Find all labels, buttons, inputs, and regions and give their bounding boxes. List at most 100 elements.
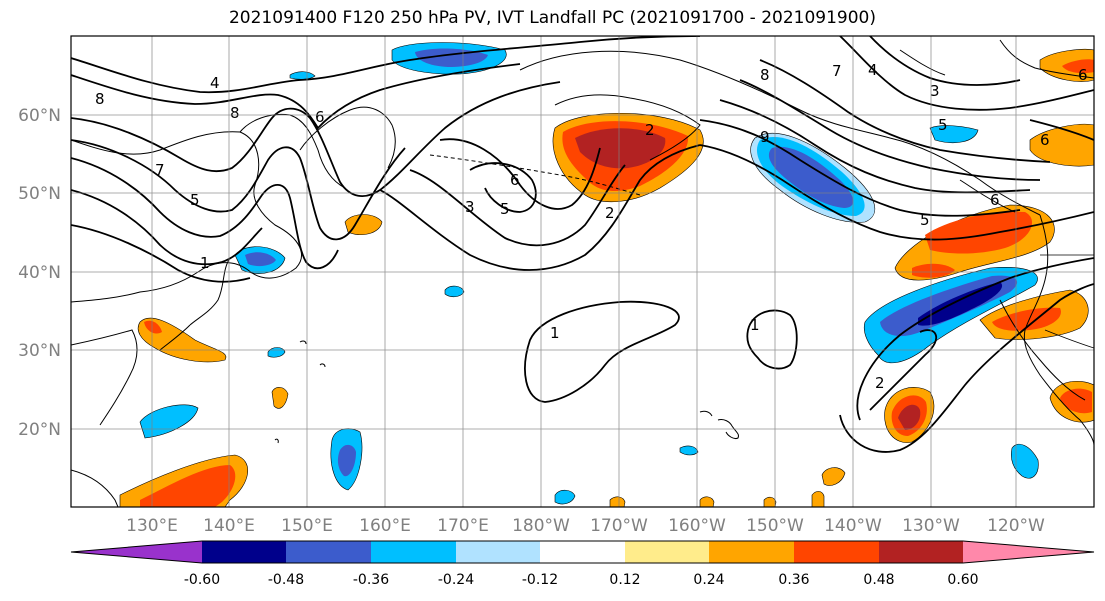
- shade-negative-west: [139, 404, 199, 439]
- contour-label: 5: [500, 200, 510, 218]
- lat-label: 50°N: [18, 184, 61, 204]
- pc-shading: [119, 42, 1094, 507]
- shade-positive-160e: [344, 214, 383, 235]
- lon-label: 130°E: [126, 516, 178, 536]
- lon-label: 150°E: [281, 516, 333, 536]
- contour-label: 6: [1078, 66, 1088, 84]
- contour-label: 6: [1040, 131, 1050, 149]
- contour-line: [71, 139, 406, 241]
- contour-label: 7: [832, 62, 842, 80]
- colorbar-label: 0.36: [778, 572, 809, 588]
- contour-line: [719, 99, 1031, 194]
- colorbar-label: 0.48: [863, 572, 894, 588]
- lat-label: 20°N: [18, 420, 61, 440]
- colorbar-segment: [625, 541, 709, 563]
- lon-label: 140°E: [203, 516, 255, 536]
- contour-label: 7: [155, 161, 165, 179]
- contour-line: [71, 36, 701, 94]
- contour-line: [839, 283, 1094, 453]
- contour-line: [524, 300, 680, 403]
- colorbar-segment: [794, 541, 879, 563]
- lon-label: 160°W: [668, 516, 726, 536]
- contour-label: 5: [190, 191, 200, 209]
- contour-line: [699, 144, 1094, 241]
- contour-line: [71, 189, 263, 266]
- colorbar-outline: [70, 540, 1095, 564]
- colorbar-label: -0.36: [353, 572, 389, 588]
- contour-line: [739, 79, 1041, 181]
- colorbar-segment: [71, 541, 202, 563]
- colorbar-segment: [286, 541, 371, 563]
- contour-line: [71, 81, 561, 197]
- contour-label: 6: [990, 191, 1000, 209]
- contour-label: 5: [938, 116, 948, 134]
- contour-line: [839, 36, 1094, 111]
- gridlines: [71, 36, 1094, 507]
- contour-label: 4: [868, 61, 878, 79]
- contour-label: 1: [550, 324, 560, 342]
- lat-label: 30°N: [18, 341, 61, 361]
- contour-label: 2: [875, 374, 885, 392]
- lon-label: 150°W: [746, 516, 804, 536]
- contour-line: [71, 63, 521, 130]
- lon-label: 140°W: [824, 516, 882, 536]
- colorbar-label: -0.12: [522, 572, 558, 588]
- colorbar-label: 0.12: [609, 572, 640, 588]
- colorbar-label: -0.48: [268, 572, 304, 588]
- colorbar-segment: [540, 541, 625, 563]
- colorbar-labels: -0.60 -0.48 -0.36 -0.24 -0.12 0.12 0.24 …: [184, 572, 979, 588]
- contour-line: [869, 329, 938, 411]
- contour-label: 1: [750, 316, 760, 334]
- colorbar-segment: [879, 541, 963, 563]
- contour-line: [1029, 119, 1094, 141]
- contour-labels: 4 8 8 6 7 5 1 3 5 6 2 2 8 7 4 3 5 6 6 5 …: [95, 61, 1088, 392]
- contour-label: 8: [95, 90, 105, 108]
- colorbar-segment: [963, 541, 1094, 563]
- contour-line: [759, 59, 1051, 163]
- lat-label: 60°N: [18, 106, 61, 126]
- contour-line: [409, 164, 626, 247]
- contour-label: 6: [510, 171, 520, 189]
- colorbar-label: -0.24: [438, 572, 474, 588]
- contour-line: [856, 257, 1094, 421]
- contour-line: [71, 224, 251, 283]
- contour-label: 2: [605, 204, 615, 222]
- contour-label: 4: [210, 74, 220, 92]
- colorbar-segments: [70, 540, 1095, 564]
- contour-label: 3: [930, 82, 940, 100]
- contour-line: [699, 119, 1021, 217]
- latitude-labels: 60°N 50°N 40°N 30°N 20°N: [18, 106, 61, 440]
- contour-line: [439, 138, 601, 210]
- map-frame: [70, 35, 1095, 508]
- contour-label: 1: [200, 254, 210, 272]
- lon-label: 170°W: [590, 516, 648, 536]
- lon-label: 160°E: [359, 516, 411, 536]
- colorbar-segment: [456, 541, 540, 563]
- contour-label: 8: [760, 66, 770, 84]
- contour-label: 6: [315, 108, 325, 126]
- colorbar: -0.60 -0.48 -0.36 -0.24 -0.12 0.12 0.24 …: [70, 540, 1095, 588]
- contour-line: [379, 144, 701, 271]
- contour-label: 3: [465, 198, 475, 216]
- colorbar-label: -0.60: [184, 572, 220, 588]
- lon-label: 180°W: [512, 516, 570, 536]
- contour-label: 2: [645, 121, 655, 139]
- contour-label: 5: [920, 211, 930, 229]
- contour-label: 9: [760, 128, 770, 146]
- colorbar-label: 0.60: [947, 572, 978, 588]
- map-title: 2021091400 F120 250 hPa PV, IVT Landfall…: [228, 8, 876, 28]
- contour-line: [469, 162, 537, 213]
- colorbar-segment: [709, 541, 794, 563]
- contour-line: [869, 36, 1021, 86]
- colorbar-segment: [202, 541, 286, 563]
- longitude-labels: 130°E 140°E 150°E 160°E 170°E 180°W 170°…: [126, 516, 1045, 536]
- contour-label: 8: [230, 104, 240, 122]
- lon-label: 130°W: [902, 516, 960, 536]
- lon-label: 170°E: [437, 516, 489, 536]
- contour-line: [71, 157, 339, 270]
- pv-contours: [71, 36, 1094, 453]
- colorbar-segment: [371, 541, 456, 563]
- colorbar-label: 0.24: [693, 572, 724, 588]
- lon-label: 120°W: [987, 516, 1045, 536]
